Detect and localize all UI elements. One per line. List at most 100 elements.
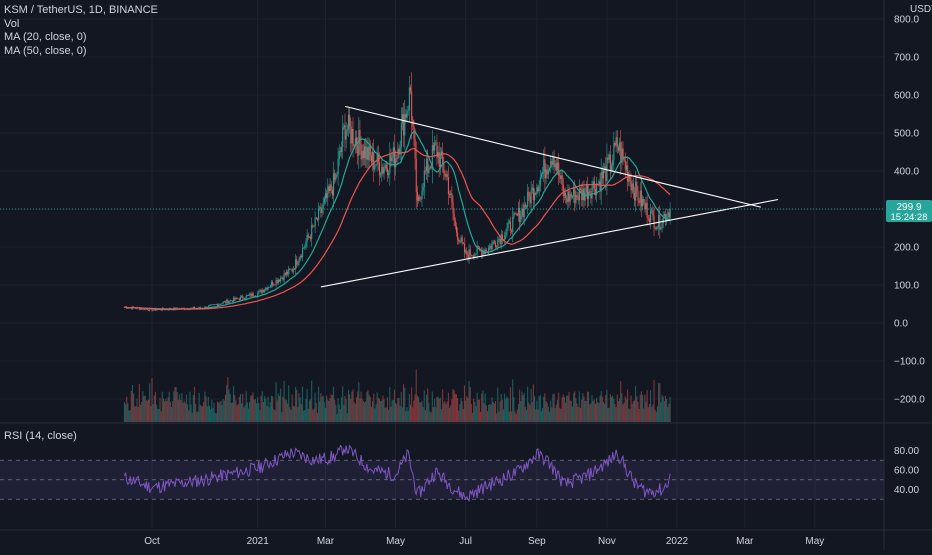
candle-body (570, 193, 572, 198)
candle-body (643, 199, 645, 203)
volume-bar (465, 400, 467, 422)
volume-bar (598, 403, 600, 422)
time-tick-label: 2021 (247, 536, 270, 547)
volume-bar (606, 389, 608, 422)
volume-bar (262, 401, 264, 422)
symbol-title[interactable]: KSM / TetherUS, 1D, BINANCE (4, 4, 158, 16)
volume-bar (608, 407, 610, 422)
candle-body (561, 175, 563, 185)
candle-body (613, 142, 615, 161)
candle-body (220, 303, 222, 305)
volume-bar (561, 397, 563, 422)
volume-bar (265, 398, 267, 422)
volume-bar (189, 391, 191, 422)
ma50-label[interactable]: MA (50, close, 0) (4, 44, 87, 57)
volume-bar (397, 398, 399, 422)
candle-body (299, 256, 301, 260)
candle-body (460, 237, 462, 242)
volume-bar (247, 408, 250, 422)
candle-body (318, 208, 320, 220)
volume-bar (550, 400, 552, 422)
volume-bar (150, 406, 152, 422)
candle-body (269, 285, 271, 288)
candle-body (211, 304, 213, 306)
candle-body (607, 157, 609, 160)
volume-bar (269, 402, 271, 422)
volume-bar (622, 404, 624, 422)
price-tick-label: 0.0 (894, 319, 908, 330)
volume-bar (577, 407, 579, 422)
candle-body (306, 234, 308, 242)
volume-bar (252, 392, 254, 422)
candle-body (488, 247, 490, 252)
volume-bar (419, 402, 421, 422)
candle-body (327, 186, 329, 198)
trendline-layer[interactable] (0, 105, 884, 288)
volume-bar (571, 406, 574, 422)
candle-body (265, 287, 267, 290)
volume-bar (406, 407, 408, 422)
candle-body (404, 114, 406, 136)
rsi-legend[interactable]: RSI (14, close) (4, 430, 77, 442)
price-tag-countdown: 15:24:28 (891, 212, 928, 223)
candle-body (230, 300, 232, 302)
volume-bar (280, 388, 282, 422)
candle-body (555, 163, 557, 171)
volume-bar (346, 413, 348, 422)
candle-body (227, 300, 229, 304)
candle-body (213, 304, 215, 306)
volume-bar (621, 393, 623, 422)
volume-bar (447, 392, 449, 422)
candle-body (210, 304, 212, 306)
volume-bar (481, 393, 483, 422)
candle-body (580, 188, 582, 191)
volume-bar (506, 396, 508, 422)
volume-bar (177, 399, 179, 422)
candle-body (624, 160, 626, 170)
volume-bar (255, 403, 258, 422)
volume-bar (632, 401, 634, 422)
volume-bar (609, 394, 611, 422)
volume-bar (208, 405, 210, 422)
candle-body (151, 308, 153, 311)
candle-body (469, 249, 471, 256)
candle-body (358, 130, 360, 156)
volume-bar (374, 408, 376, 422)
volume-bar (190, 404, 192, 422)
volume-bar (666, 398, 668, 422)
candle-body (565, 192, 567, 199)
volume-bar (601, 396, 603, 422)
candle-body (530, 190, 532, 204)
ma20-label[interactable]: MA (20, close, 0) (4, 31, 87, 43)
volume-bar (326, 395, 328, 422)
candle-body (338, 151, 340, 159)
volume-bar (589, 404, 591, 422)
candle-body (658, 214, 660, 228)
volume-bar (236, 405, 238, 422)
candle-body (553, 156, 555, 168)
volume-bar (254, 398, 256, 422)
volume-bar (392, 399, 394, 422)
volume-bar (299, 397, 301, 422)
volume-bar (148, 399, 150, 422)
volume-bar (584, 401, 586, 422)
candle-body (222, 301, 224, 304)
price-tick-label: 200.0 (894, 243, 919, 254)
volume-bar (224, 394, 227, 422)
volume-bar (274, 410, 276, 422)
candle-body (635, 181, 637, 201)
volume-label[interactable]: Vol (4, 17, 20, 30)
volume-bar (514, 411, 516, 422)
volume-bar (235, 400, 237, 422)
volume-bar (450, 405, 452, 422)
candle-body (429, 166, 431, 169)
candle-body (621, 148, 623, 163)
volume-bar (231, 402, 233, 422)
candle-body (468, 249, 470, 259)
volume-bar (142, 391, 144, 422)
candle-body (288, 268, 290, 275)
volume-bar (396, 404, 398, 422)
candle-body (631, 183, 633, 191)
candle-body (403, 114, 405, 136)
